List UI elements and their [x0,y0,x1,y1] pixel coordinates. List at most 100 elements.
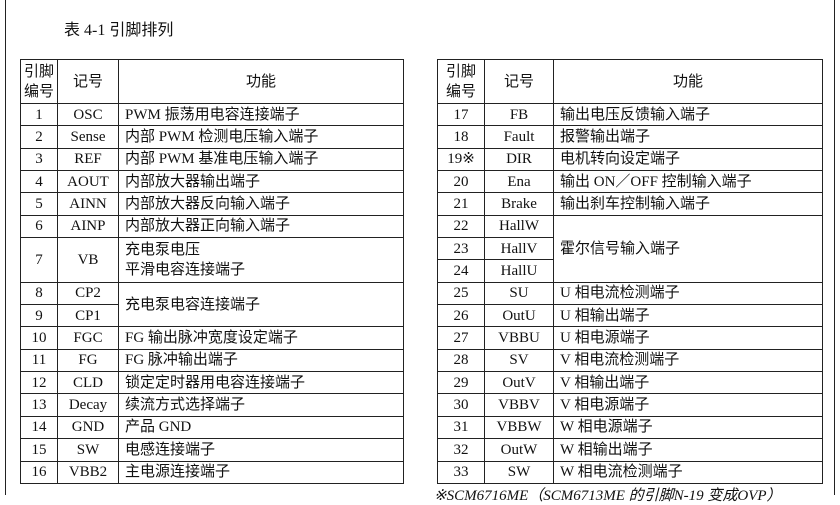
row: 30 VBBV V 相电源端子 [437,393,823,417]
symbol-cell: OSC [57,102,119,127]
header-row: 引脚编号 记号 功能 [20,59,404,104]
function-line: FG 脉冲输出端子 [125,352,238,369]
row: 6 AINP 内部放大器正向输入端子 [20,214,404,239]
function-line: 内部 PWM 检测电压输入端子 [125,129,319,146]
function-line: 主电源连接端子 [125,464,231,481]
symbol-cell: GND [57,415,119,440]
function-line: 产品 GND [125,419,192,436]
pin-cell: 27 [437,326,485,350]
row: 31 VBBW W 相电源端子 [437,415,823,440]
header-row: 引脚 编号 记号 功能 [437,59,823,104]
row: 16 VBB2 主电源连接端子 [20,460,404,484]
pin-cell: 15 [20,438,58,462]
pin-cell: 32 [437,438,485,462]
row: 26 OutU U 相输出端子 [437,304,823,328]
row: 9 CP1 [20,304,404,328]
pin-cell: 5 [20,192,58,216]
symbol-cell: SW [57,438,119,462]
row: 22 HallW 霍尔信号输入端子 [437,214,823,283]
function-cell: U 相输出端子 [553,304,823,328]
function-line: 电感连接端子 [125,441,216,458]
function-line: W 相电流检测端子 [560,464,683,481]
pin-cell: 17 [437,102,485,127]
pin-cell: 19※ [437,147,485,172]
function-line: 充电泵电压 [125,241,201,258]
header-cell: 功能 [118,59,404,104]
symbol-cell: VB [57,237,119,283]
row: 32 OutW W 相输出端子 [437,438,823,462]
function-cell: 充电泵电压 平滑电容连接端子 [118,237,404,283]
header-line: 编号 [445,83,476,100]
row: 33 SW W 相电流检测端子 [437,460,823,484]
function-cell: 内部放大器输出端子 [118,170,404,194]
pin-cell: 29 [437,371,485,395]
symbol-cell: HallU [484,259,554,283]
row: 2 Sense 内部 PWM 检测电压输入端子 [20,125,404,149]
function-line: W 相电源端子 [560,419,653,436]
symbol-cell: SW [484,460,554,484]
row: 14 GND 产品 GND [20,415,404,440]
header-cell: 记号 [484,59,554,104]
symbol-cell: VBBW [484,415,554,440]
row: 10 FGC FG 输出脉冲宽度设定端子 [20,326,404,350]
function-cell: V 相电流检测端子 [553,348,823,373]
function-line: PWM 振荡用电容连接端子 [125,106,300,123]
function-line: 输出 ON／OFF 控制输入端子 [560,173,752,190]
row: 12 CLD 锁定定时器用电容连接端子 [20,371,404,395]
symbol-cell: HallW [484,214,554,239]
function-cell: 输出刹车控制输入端子 [553,192,823,216]
symbol-cell: FB [484,102,554,127]
symbol-cell: REF [57,147,119,172]
header-line: 编号 [23,83,54,100]
function-cell: FG 脉冲输出端子 [118,348,404,373]
function-line: 内部 PWM 基准电压输入端子 [125,151,319,168]
pin-cell: 23 [437,237,485,261]
function-line: 霍尔信号输入端子 [560,240,681,257]
function-cell: 报警输出端子 [553,125,823,149]
function-line: 锁定定时器用电容连接端子 [125,374,306,391]
pin-cell: 1 [20,102,58,127]
header-cell: 引脚 编号 [437,59,485,104]
symbol-cell: Decay [57,393,119,417]
header-cell: 引脚 编号 [20,59,58,104]
row: 1 OSC PWM 振荡用电容连接端子 [20,102,404,127]
row: 13 Decay 续流方式选择端子 [20,393,404,417]
function-cell: U 相电流检测端子 [553,281,823,306]
symbol-cell: VBB2 [57,460,119,484]
row: 25 SU U 相电流检测端子 [437,281,823,306]
header-line: 引脚 [23,63,54,80]
symbol-cell: CLD [57,371,119,395]
symbol-cell: HallV [484,237,554,261]
row: 5 AINN 内部放大器反向输入端子 [20,192,404,216]
pin-cell: 33 [437,460,485,484]
pin-cell: 6 [20,214,58,239]
header-line: 引脚 [445,63,476,80]
pin-cell: 4 [20,170,58,194]
pin-cell: 8 [20,281,58,306]
header-cell: 记号 [57,59,119,104]
row: 11 FG FG 脉冲输出端子 [20,348,404,373]
symbol-cell: SU [484,281,554,306]
function-cell: 续流方式选择端子 [118,393,404,417]
pin-cell: 13 [20,393,58,417]
function-cell: 锁定定时器用电容连接端子 [118,371,404,395]
function-line: 充电泵电容连接端子 [125,296,261,313]
function-cell: 内部放大器反向输入端子 [118,192,404,216]
function-cell: V 相电源端子 [553,393,823,417]
row: 28 SV V 相电流检测端子 [437,348,823,373]
function-line: 内部放大器反向输入端子 [125,196,291,213]
symbol-cell: VBBU [484,326,554,350]
pin-cell: 14 [20,415,58,440]
row: 29 OutV V 相输出端子 [437,371,823,395]
row: 27 VBBU U 相电源端子 [437,326,823,350]
function-cell: U 相电源端子 [553,326,823,350]
symbol-cell: FG [57,348,119,373]
function-cell: 霍尔信号输入端子 [553,214,823,283]
function-line: V 相电流检测端子 [560,352,680,369]
symbol-cell: Fault [484,125,554,149]
pin-cell: 10 [20,326,58,350]
symbol-cell: VBBV [484,393,554,417]
function-line: V 相输出端子 [560,374,650,391]
function-line: W 相输出端子 [560,441,653,458]
